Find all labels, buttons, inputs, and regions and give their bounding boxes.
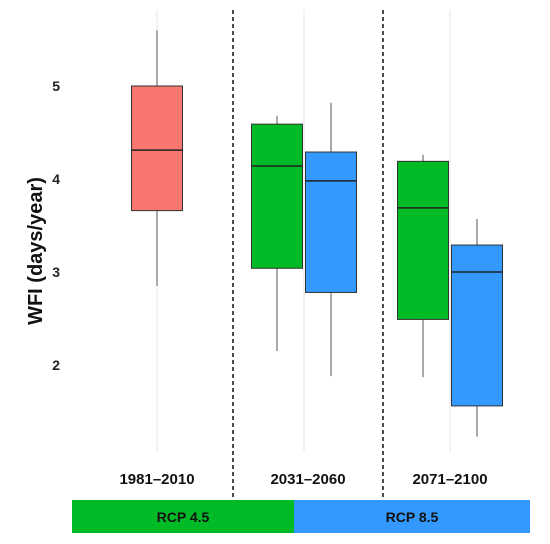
box-iqr bbox=[305, 151, 357, 293]
box-1-0 bbox=[251, 115, 303, 352]
legend-label: RCP 8.5 bbox=[386, 509, 439, 525]
category-label: 2031–2060 bbox=[270, 471, 345, 488]
box-iqr bbox=[251, 123, 303, 269]
x-axis-category-labels: 1981–2010 2031–2060 2071–2100 bbox=[119, 471, 487, 488]
y-axis-label: WFI (days/year) bbox=[25, 177, 47, 325]
box-series bbox=[131, 30, 503, 437]
y-tick-label: 2 bbox=[52, 357, 60, 373]
scenario-legend: RCP 4.5 RCP 8.5 bbox=[72, 500, 530, 533]
box-1-1 bbox=[305, 102, 357, 377]
legend-swatch bbox=[294, 500, 530, 533]
box-2-0 bbox=[397, 154, 449, 378]
category-label: 1981–2010 bbox=[119, 471, 194, 488]
box-iqr bbox=[397, 160, 449, 320]
legend-swatch bbox=[72, 500, 294, 533]
box-2-1 bbox=[451, 218, 503, 437]
legend-label: RCP 4.5 bbox=[157, 509, 210, 525]
box-0-0 bbox=[131, 30, 183, 286]
y-tick-label: 4 bbox=[52, 171, 60, 187]
category-label: 2071–2100 bbox=[412, 471, 487, 488]
y-tick-label: 3 bbox=[52, 264, 60, 280]
group-separators bbox=[232, 10, 384, 500]
box-iqr bbox=[131, 85, 183, 212]
y-axis-ticks: 2 3 4 5 bbox=[52, 78, 60, 373]
y-tick-label: 5 bbox=[52, 78, 60, 94]
box-iqr bbox=[451, 244, 503, 407]
